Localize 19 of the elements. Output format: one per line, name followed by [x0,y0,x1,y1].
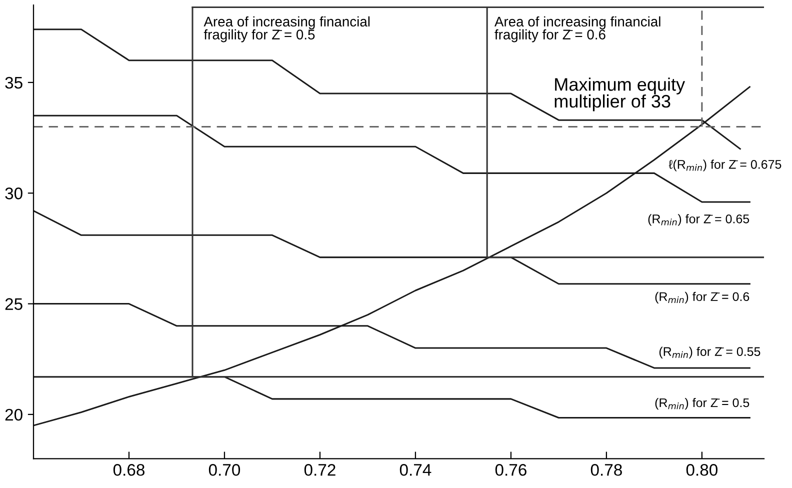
y-tick-label: 20 [5,408,22,421]
x-tick-label: 0.78 [590,464,622,476]
annotation: Area of increasing financial fragility for Z̄ = 0.5 [204,16,370,42]
x-tick-label: 0.68 [113,464,144,476]
annotation: Maximum equity multiplier of 33 [554,78,686,112]
x-tick-label: 0.74 [400,464,432,476]
y-tick-label: 30 [5,188,22,200]
x-tick-label: 0.70 [208,464,240,476]
series-label: ℓ(R$_{min}$) for Z̄ = 0.675 [668,160,782,172]
series-label: (R$_{min}$) for Z̄ = 0.65 [648,214,750,226]
series-label: (R$_{min}$) for Z̄ = 0.6 [655,292,750,304]
x-tick-label: 0.72 [304,464,336,476]
x-tick-label: 0.76 [495,464,526,476]
annotation: Area of increasing financial fragility for Z̄ = 0.6 [494,16,660,42]
series-label: (R$_{min}$) for Z̄ = 0.5 [655,398,750,410]
y-tick-label: 35 [5,76,22,89]
x-tick-label: 0.80 [686,464,718,476]
y-tick-label: 25 [5,298,22,310]
series-label: (R$_{min}$) for Z̄ = 0.55 [659,346,760,358]
